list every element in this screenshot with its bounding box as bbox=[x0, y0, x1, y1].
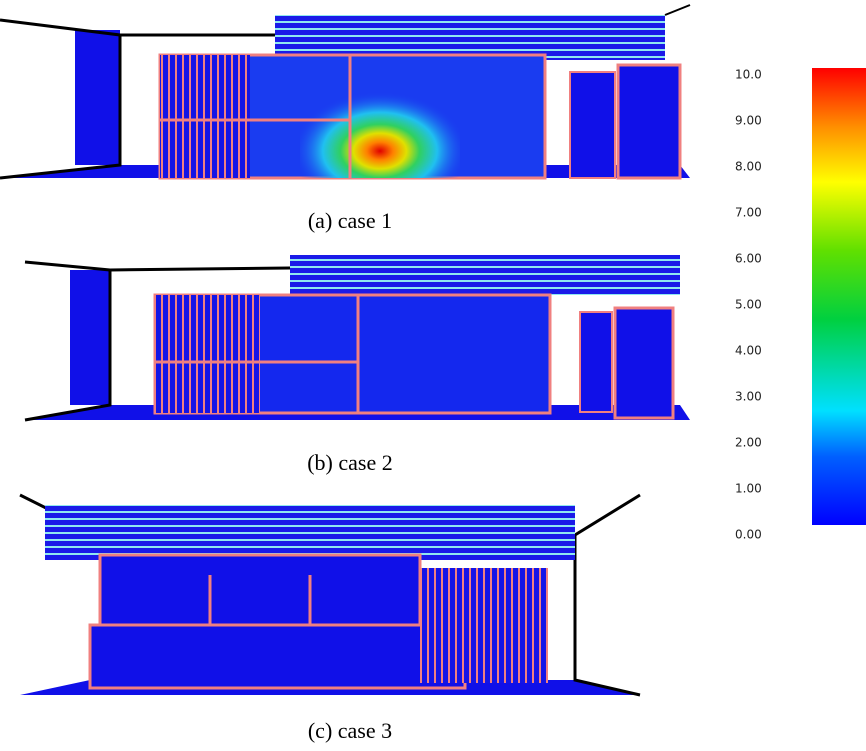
colorbar-tick-label: 10.0 bbox=[735, 68, 762, 82]
caption: (b) case 2 bbox=[307, 450, 393, 475]
caption: (a) case 1 bbox=[308, 208, 392, 233]
colorbar-tick-label: 3.00 bbox=[735, 390, 762, 404]
page: (a) case 1 (b) case 2 (c) case 3 10.0 9.0… bbox=[0, 0, 866, 751]
colorbar-tick-label: 1.00 bbox=[735, 482, 762, 496]
panel-a-image bbox=[0, 5, 690, 178]
colorbar-tick-label: 7.00 bbox=[735, 206, 762, 220]
colorbar bbox=[812, 68, 866, 525]
colorbar-tick-label: 6.00 bbox=[735, 252, 762, 266]
colorbar-tick-label: 4.00 bbox=[735, 344, 762, 358]
caption: (c) case 3 bbox=[308, 718, 392, 743]
figure: (a) case 1 (b) case 2 (c) case 3 10.0 9.0… bbox=[0, 0, 866, 751]
panel-c-image bbox=[20, 495, 640, 695]
colorbar-tick-label: 0.00 bbox=[735, 528, 762, 542]
colorbar-tick-label: 5.00 bbox=[735, 298, 762, 312]
panel-b-image bbox=[25, 255, 690, 420]
colorbar-tick-label: 2.00 bbox=[735, 436, 762, 450]
colorbar-tick-label: 9.00 bbox=[735, 114, 762, 128]
colorbar-tick-label: 8.00 bbox=[735, 160, 762, 174]
